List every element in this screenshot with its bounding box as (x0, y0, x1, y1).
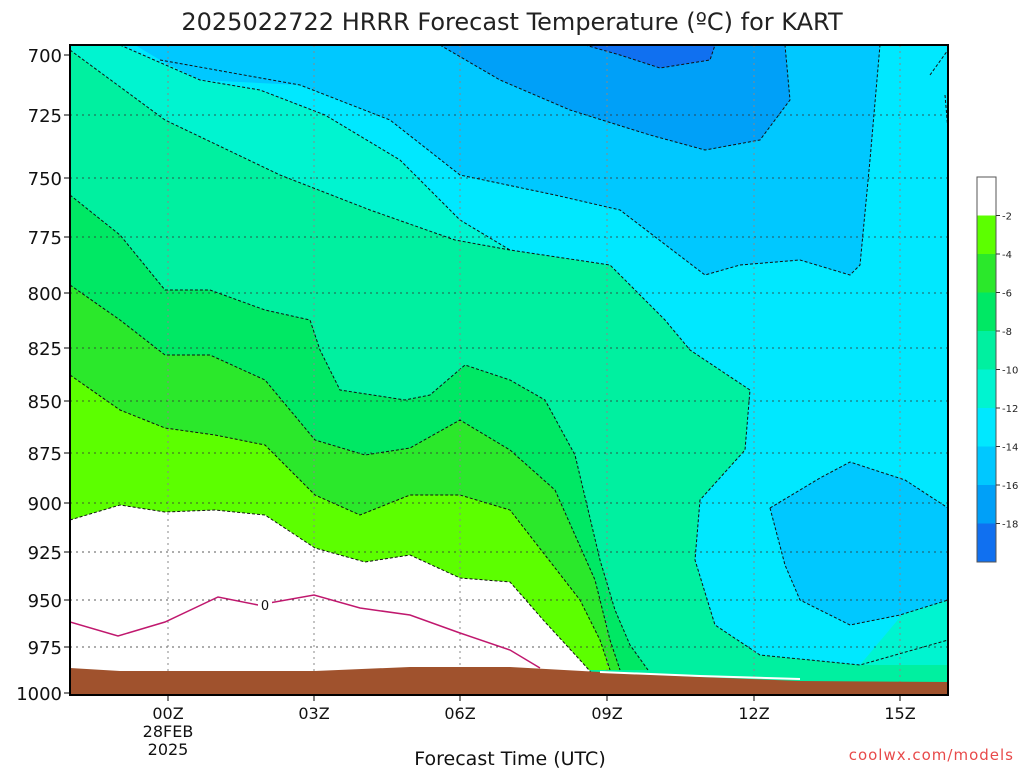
chart-title: 2025022722 HRRR Forecast Temperature (ºC… (181, 8, 843, 36)
colorbar-swatch (977, 292, 996, 331)
y-tick-label: 975 (28, 638, 62, 659)
y-tick-marks (64, 54, 70, 694)
colorbar-tick-label: -8 (1002, 327, 1012, 338)
colorbar-swatch (977, 254, 996, 293)
x-axis-label: Forecast Time (UTC) (414, 748, 605, 768)
colorbar: -2 -4 -6 -8 -10 -12 -14 -16 -18 (976, 176, 1018, 563)
y-tick-label: 700 (28, 46, 62, 67)
colorbar-swatch (977, 408, 996, 447)
credit-text: coolwx.com/models (849, 746, 1014, 764)
colorbar-tick-label: -10 (1002, 366, 1018, 377)
x-tick-marks (167, 695, 901, 701)
y-tick-label: 775 (28, 228, 62, 249)
plot-frame (69, 44, 949, 696)
x-tick-label: 15Z (884, 704, 915, 723)
colorbar-swatch (977, 446, 996, 485)
colorbar-tick-label: -2 (1002, 212, 1012, 223)
horizontal-gridlines (70, 114, 948, 648)
x-tick-label: 12Z (738, 704, 769, 723)
x-date-label: 2025 (148, 740, 189, 759)
x-tick-label: 00Z (152, 704, 183, 723)
y-tick-label: 750 (28, 169, 62, 190)
y-tick-label: 725 (28, 106, 62, 127)
y-tick-label: 950 (28, 591, 62, 612)
y-tick-label: 850 (28, 392, 62, 413)
colorbar-swatch (977, 331, 996, 370)
freezing-line-label: 0 (261, 599, 269, 614)
terrain (70, 667, 948, 695)
colorbar-swatch (977, 369, 996, 408)
terrain-edge (599, 671, 801, 680)
y-tick-label: 925 (28, 543, 62, 564)
colorbar-swatch (977, 177, 996, 216)
x-axis: 00Z 28FEB 2025 03Z 06Z 09Z 12Z 15Z (143, 695, 916, 759)
band-lt-minus18 (585, 45, 715, 68)
y-tick-label: 825 (28, 339, 62, 360)
y-tick-label: 900 (28, 494, 62, 515)
band-minus16-minus18 (440, 45, 790, 150)
y-tick-label: 800 (28, 284, 62, 305)
colorbar-tick-label: -4 (1002, 250, 1012, 261)
band-gt-minus2 (70, 505, 598, 680)
colorbar-tick-label: -12 (1002, 404, 1018, 415)
x-date-label: 28FEB (143, 722, 194, 741)
colorbar-tick-label: -6 (1002, 289, 1012, 300)
colorbar-tick-label: -14 (1002, 443, 1018, 454)
vertical-gridlines (167, 45, 901, 695)
y-tick-label: 1000 (16, 684, 62, 705)
y-axis: 700 725 750 775 800 825 850 875 900 925 … (16, 46, 70, 705)
colorbar-swatch (977, 215, 996, 254)
x-tick-label: 06Z (444, 704, 475, 723)
x-tick-label: 03Z (298, 704, 329, 723)
colorbar-tick-label: -18 (1002, 520, 1018, 531)
x-tick-label: 09Z (591, 704, 622, 723)
y-tick-label: 875 (28, 444, 62, 465)
freezing-line (70, 594, 541, 669)
colorbar-tick-label: -16 (1002, 481, 1018, 492)
colorbar-swatch (977, 523, 996, 562)
colorbar-swatch (977, 485, 996, 524)
plot-area: 0 (70, 45, 948, 695)
freezing-line-label-bg (258, 597, 272, 613)
